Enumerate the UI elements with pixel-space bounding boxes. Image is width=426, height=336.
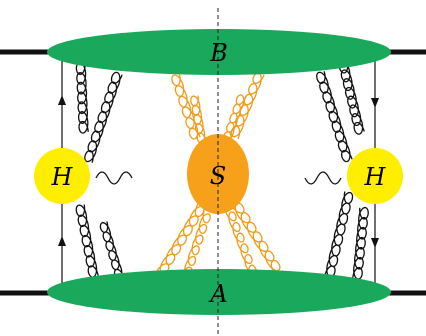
right-higgs-label: H: [364, 163, 387, 191]
arrow-down-icon: [371, 238, 379, 248]
top-blob: [47, 29, 391, 75]
soft-blob: [187, 134, 249, 214]
soft-gluon-coil-icon: [222, 94, 247, 143]
soft-blob-label: S: [210, 162, 226, 190]
bottom-blob-label: A: [208, 280, 227, 308]
photon-wave-left-icon: [95, 171, 133, 185]
gluon-coil-icon: [316, 71, 353, 163]
soft-gluon-coil-icon: [181, 211, 211, 277]
photon-wave-right-icon: [304, 171, 342, 185]
arrow-up-icon: [58, 236, 66, 246]
gluon-coil-icon: [99, 221, 125, 280]
right-higgs: [347, 148, 403, 204]
gluon-coil-icon: [352, 206, 369, 280]
soft-gluon-coil-icon: [156, 203, 205, 275]
soft-gluon-coil-icon: [171, 73, 201, 140]
soft-gluon-coil-icon: [231, 202, 281, 274]
bottom-blob: [47, 269, 391, 315]
gluon-coil-icon: [324, 191, 354, 278]
soft-gluon-coil-icon: [225, 211, 257, 277]
soft-gluon-coil-icon: [230, 72, 265, 140]
left-higgs-label: H: [51, 163, 74, 191]
gluon-coil-icon: [84, 71, 123, 163]
arrow-up-icon: [58, 95, 66, 105]
top-blob-label: B: [209, 39, 228, 67]
gluon-coil-icon: [338, 60, 365, 135]
left-higgs: [34, 148, 90, 204]
arrow-down-icon: [371, 98, 379, 108]
gluon-coil-icon: [75, 204, 99, 278]
